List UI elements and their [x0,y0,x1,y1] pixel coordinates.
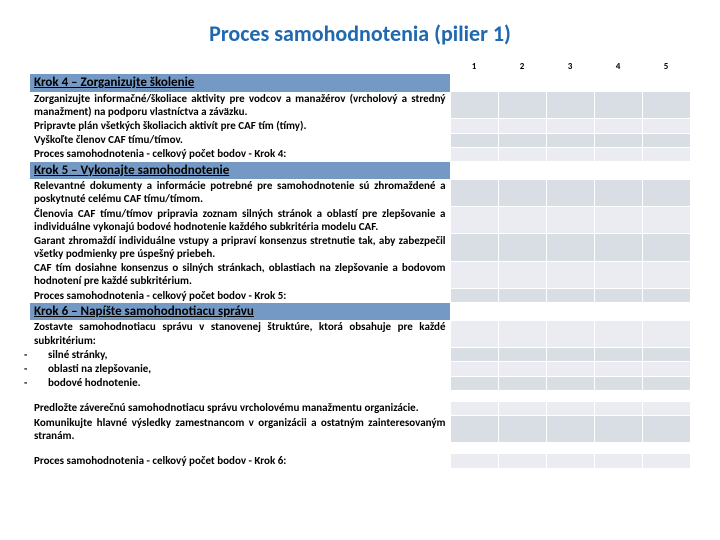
table-row: -silné stránky, [30,348,690,362]
col-3: 3 [546,59,594,74]
step6-r3: Komunikujte hlavné výsledky zamestnancom… [30,416,450,443]
step6-r1: Zostavte samohodnotiacu správu v stanove… [30,320,450,347]
step5-r3: Garant zhromaždí individuálne vstupy a p… [30,234,450,261]
step6-b3: -bodové hodnotenie. [30,376,450,390]
table-row: Komunikujte hlavné výsledky zamestnancom… [30,416,690,443]
step4-total: Proces samohodnotenia - celkový počet bo… [30,147,450,161]
table-row: Vyškoľte členov CAF tímu/tímov. [30,133,690,147]
step5-total: Proces samohodnotenia - celkový počet bo… [30,289,450,303]
step5-header: Krok 5 – Vykonajte samohodnotenie [30,162,690,180]
step6-b1: -silné stránky, [30,348,450,362]
col-4: 4 [594,59,642,74]
table-row: Proces samohodnotenia - celkový počet bo… [30,454,690,468]
step5-r4: CAF tím dosiahne konsenzus o silných str… [30,261,450,288]
table-row: Predložte záverečnú samohodnotiacu správ… [30,401,690,415]
assessment-table: 1 2 3 4 5 Krok 4 – Zorganizujte školenie… [30,59,691,469]
step6-header: Krok 6 – Napíšte samohodnotiacu správu [30,303,690,321]
col-1: 1 [450,59,498,74]
table-row: -bodové hodnotenie. [30,376,690,390]
col-5: 5 [642,59,690,74]
table-row: Zostavte samohodnotiacu správu v stanove… [30,320,690,347]
spacer [30,443,690,454]
table-row: Relevantné dokumenty a informácie potreb… [30,179,690,206]
step4-title: Krok 4 – Zorganizujte školenie [30,74,450,92]
step5-r2: Členovia CAF tímu/tímov pripravia zoznam… [30,207,450,234]
step4-r3: Vyškoľte členov CAF tímu/tímov. [30,133,450,147]
column-headers: 1 2 3 4 5 [30,59,690,74]
step6-r2: Predložte záverečnú samohodnotiacu správ… [30,401,450,415]
step4-r2: Pripravte plán všetkých školiacich aktiv… [30,119,450,133]
table-row: -oblasti na zlepšovanie, [30,362,690,376]
step4-r1: Zorganizujte informačné/školiace aktivit… [30,92,450,119]
table-row: Proces samohodnotenia - celkový počet bo… [30,289,690,303]
table-row: CAF tím dosiahne konsenzus o silných str… [30,261,690,288]
col-2: 2 [498,59,546,74]
table-row: Zorganizujte informačné/školiace aktivit… [30,92,690,119]
table-row: Pripravte plán všetkých školiacich aktiv… [30,119,690,133]
step5-r1: Relevantné dokumenty a informácie potreb… [30,179,450,206]
step6-b2: -oblasti na zlepšovanie, [30,362,450,376]
table-row: Proces samohodnotenia - celkový počet bo… [30,147,690,161]
step5-title: Krok 5 – Vykonajte samohodnotenie [30,162,450,180]
step6-title: Krok 6 – Napíšte samohodnotiacu správu [30,303,450,321]
page-title: Proces samohodnotenia (pilier 1) [30,20,690,47]
step6-total: Proces samohodnotenia - celkový počet bo… [30,454,450,468]
step4-header: Krok 4 – Zorganizujte školenie [30,74,690,92]
table-row: Členovia CAF tímu/tímov pripravia zoznam… [30,207,690,234]
table-row: Garant zhromaždí individuálne vstupy a p… [30,234,690,261]
spacer [30,390,690,401]
